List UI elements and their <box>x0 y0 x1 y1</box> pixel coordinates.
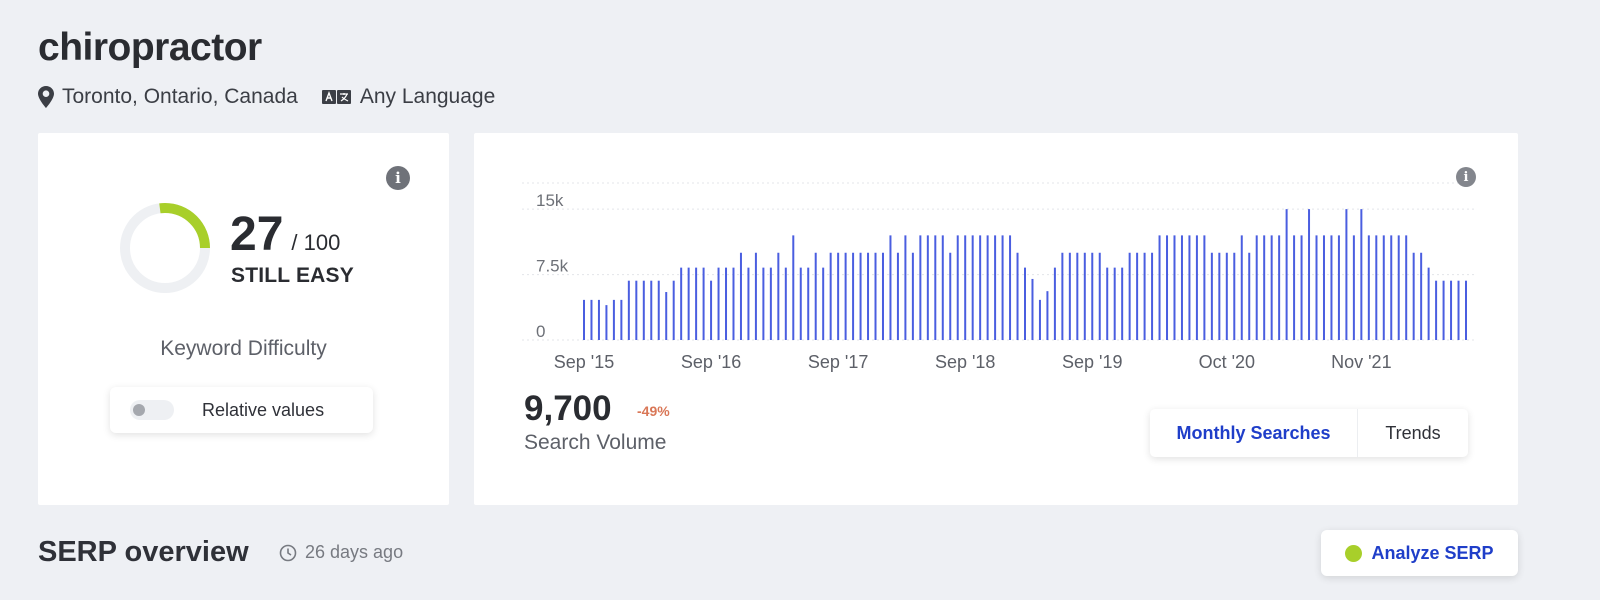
x-tick-label: Sep '18 <box>935 352 996 372</box>
difficulty-status: STILL EASY <box>231 264 354 287</box>
chart-mode-switcher: Monthly Searches Trends <box>1150 409 1468 457</box>
language-filter[interactable]: Any Language <box>321 85 496 109</box>
difficulty-label: Keyword Difficulty <box>160 337 327 360</box>
difficulty-max: / 100 <box>291 230 341 255</box>
language-text: Any Language <box>359 85 496 108</box>
difficulty-value: 27 <box>230 208 284 261</box>
x-tick-label: Nov '21 <box>1331 352 1391 372</box>
info-icon[interactable]: i <box>386 166 410 190</box>
difficulty-gauge <box>120 203 210 293</box>
keyword-meta: Toronto, Ontario, Canada Any Language <box>38 85 519 109</box>
relative-values-label: Relative values <box>202 399 325 420</box>
y-tick-label: 15k <box>536 191 564 210</box>
toggle-knob <box>133 404 145 416</box>
x-tick-label: Sep '17 <box>808 352 869 372</box>
serp-overview-title: SERP overview <box>38 536 249 568</box>
x-tick-label: Sep '16 <box>681 352 742 372</box>
x-tick-label: Oct '20 <box>1199 352 1255 372</box>
x-tick-label: Sep '19 <box>1062 352 1123 372</box>
keyword-difficulty-card: i 27 / 100 STILL EASY Keyword Difficulty… <box>38 133 449 505</box>
relative-values-toggle[interactable]: Relative values <box>110 387 373 433</box>
language-icon <box>321 90 351 104</box>
tab-monthly-searches[interactable]: Monthly Searches <box>1150 409 1358 457</box>
analyze-serp-label: Analyze SERP <box>1371 542 1494 563</box>
location-text: Toronto, Ontario, Canada <box>62 85 298 108</box>
search-volume-value: 9,700 <box>524 389 612 428</box>
search-volume-label: Search Volume <box>524 431 667 454</box>
map-pin-icon <box>38 86 54 108</box>
search-volume-chart: 0 7.5k 15k Sep '15 Sep '16 Sep '17 Sep '18 Sep … <box>522 182 1474 372</box>
clock-icon <box>279 544 297 561</box>
search-volume-change: -49% <box>637 403 670 419</box>
search-volume-card: 0 7.5k 15k Sep '15 Sep '16 Sep '17 Sep '18 Sep … <box>474 133 1518 505</box>
page-title: chiropractor <box>38 26 262 69</box>
difficulty-score: 27 / 100 <box>230 207 340 262</box>
serp-timestamp: 26 days ago <box>279 542 403 563</box>
info-icon[interactable]: i <box>1456 167 1476 187</box>
location-filter[interactable]: Toronto, Ontario, Canada <box>38 85 298 109</box>
toggle-switch[interactable] <box>130 400 174 420</box>
x-tick-label: Sep '15 <box>554 352 615 372</box>
tab-trends[interactable]: Trends <box>1385 422 1441 443</box>
y-tick-label: 0 <box>536 322 545 341</box>
serp-time-text: 26 days ago <box>305 542 404 562</box>
y-tick-label: 7.5k <box>536 257 569 276</box>
status-dot-icon <box>1345 544 1363 562</box>
analyze-serp-button[interactable]: Analyze SERP <box>1321 530 1518 576</box>
